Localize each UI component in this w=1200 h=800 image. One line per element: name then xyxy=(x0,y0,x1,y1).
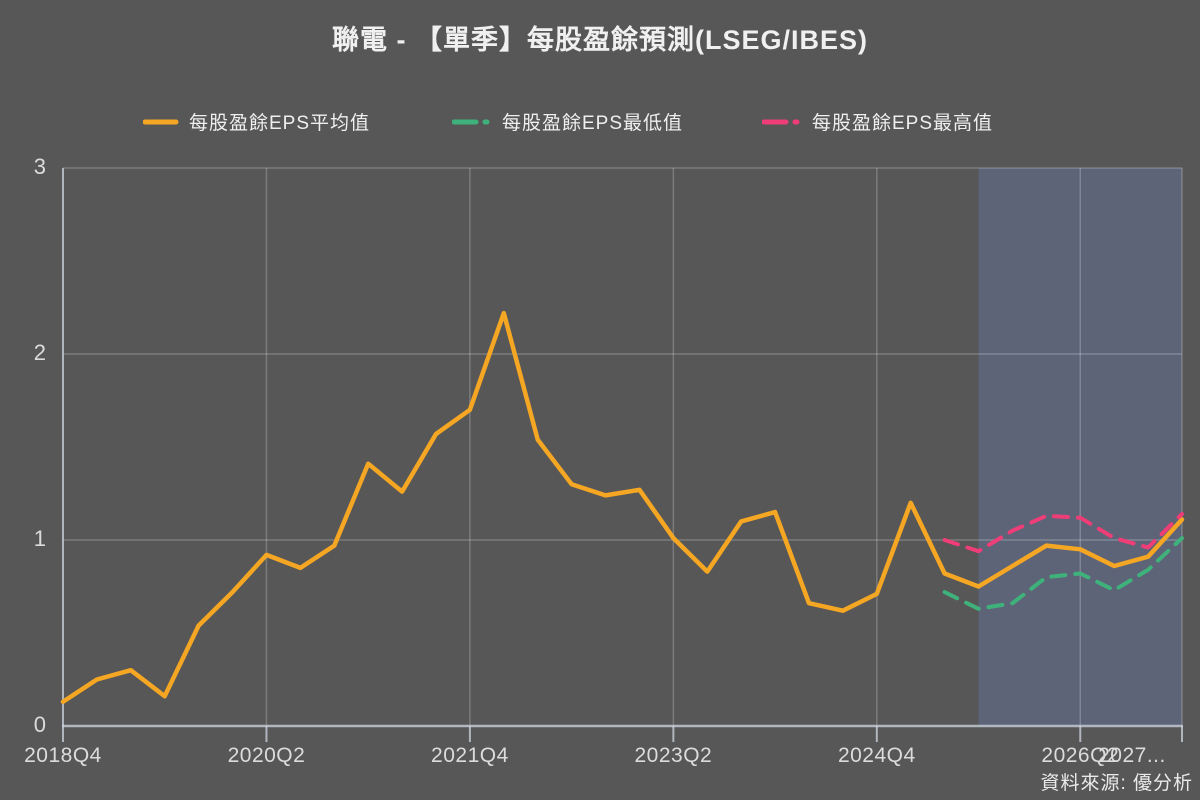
source-credit: 資料來源: 優分析 xyxy=(1040,773,1193,794)
legend-label-eps-maximum: 每股盈餘EPS最高值 xyxy=(812,113,994,134)
y-tick-label: 3 xyxy=(33,154,46,179)
legend-label-eps-minimum: 每股盈餘EPS最低值 xyxy=(502,113,684,134)
x-tick-label: 2024Q4 xyxy=(837,744,916,767)
solid-line-marker-icon xyxy=(143,119,179,124)
x-tick-label: 2018Q4 xyxy=(24,744,102,767)
x-tick-label: 2020Q2 xyxy=(227,744,306,767)
series-line-2 xyxy=(942,512,1184,554)
series-line-1 xyxy=(942,536,1184,611)
legend: 每股盈餘EPS平均值 每股盈餘EPS最低值 每股盈餘EPS最高值 xyxy=(0,108,1200,138)
legend-item-eps-minimum: 每股盈餘EPS最低值 xyxy=(452,108,683,135)
x-tick-label: 2023Q2 xyxy=(634,744,713,767)
series-line-0 xyxy=(60,310,1185,705)
y-tick-label: 0 xyxy=(33,712,46,737)
x-tick-label-last: 2027... xyxy=(1098,744,1166,767)
chart-title: 聯電 - 【單季】每股盈餘預測(LSEG/IBES) xyxy=(331,25,868,55)
legend-item-eps-maximum: 每股盈餘EPS最高值 xyxy=(762,108,993,135)
legend-item-eps-average: 每股盈餘EPS平均值 xyxy=(143,108,370,135)
dashed-line-marker-icon xyxy=(762,119,800,124)
dashed-line-marker-icon xyxy=(452,119,490,124)
x-tick-label: 2021Q4 xyxy=(431,744,509,767)
legend-label-eps-average: 每股盈餘EPS平均值 xyxy=(189,113,371,134)
forecast-region xyxy=(978,168,1182,726)
x-tick-label: 2026Q2 xyxy=(1041,744,1120,767)
y-tick-label: 2 xyxy=(33,340,46,365)
y-tick-label: 1 xyxy=(33,526,46,551)
